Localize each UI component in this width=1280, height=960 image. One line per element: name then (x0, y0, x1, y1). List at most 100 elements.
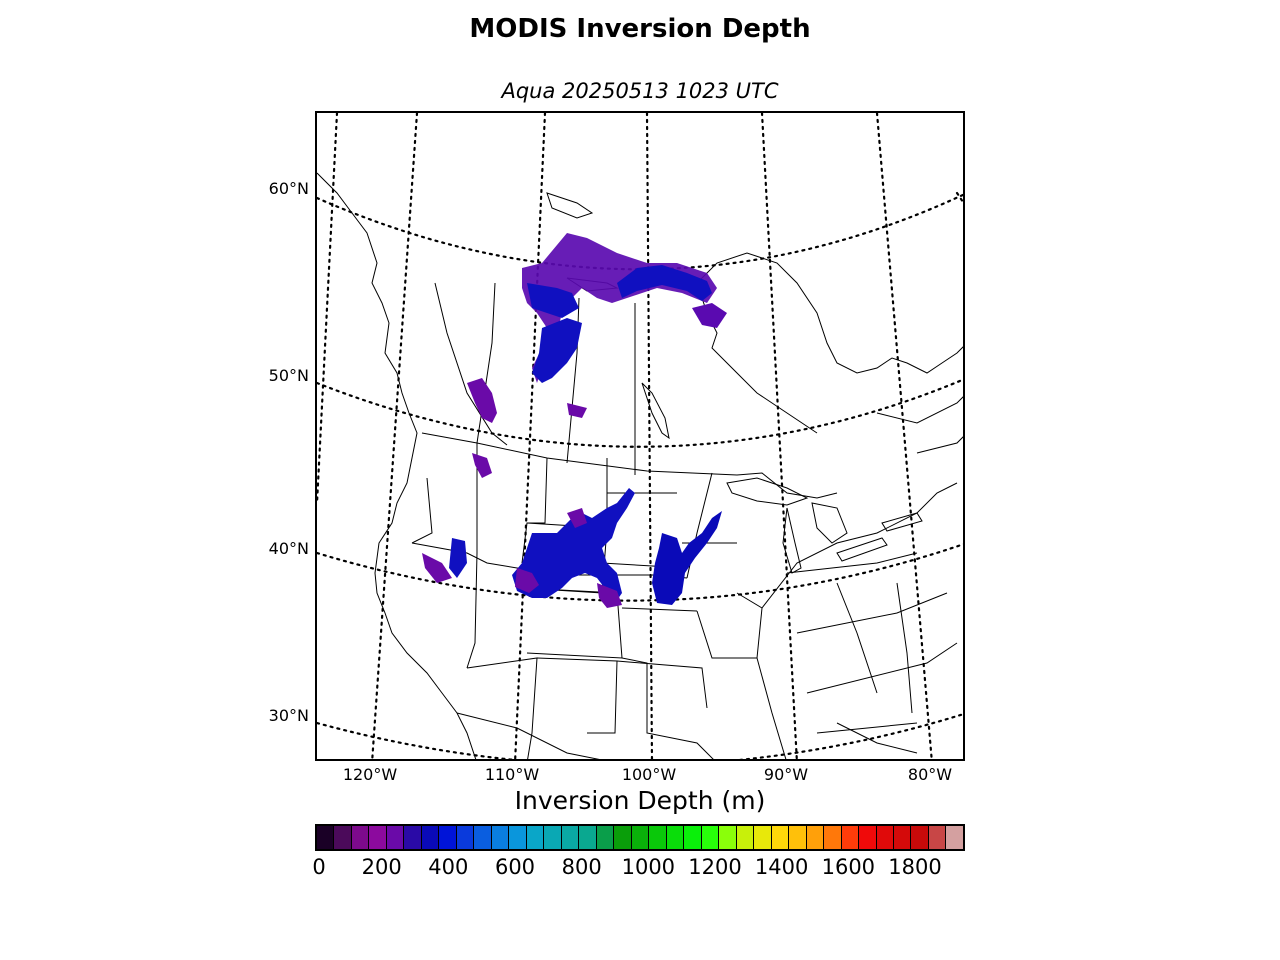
colorbar-swatch (421, 826, 440, 849)
data-patch-kansas (652, 511, 722, 605)
bc-alberta-border (434, 282, 508, 446)
lat-label-40: 40°N (268, 539, 309, 558)
colorbar-swatch (491, 826, 510, 849)
data-patch-north-blue (527, 283, 579, 318)
colorbar-tick-label: 0 (312, 855, 326, 879)
graticule-lon-100 (645, 113, 654, 759)
colorbar-tick-label: 200 (361, 855, 402, 879)
lake-erie (836, 537, 888, 562)
great-slave-lake (546, 192, 594, 219)
sask-manitoba-border (566, 297, 580, 464)
colorbar-swatch (754, 826, 772, 849)
colorbar-swatch (561, 826, 580, 849)
colorbar-swatch (771, 826, 790, 849)
data-patch-manitoba-east (692, 303, 727, 328)
colorbar-swatch (859, 826, 877, 849)
graticule-lat-40 (317, 543, 963, 602)
inversion-data (422, 233, 727, 608)
colorbar-swatch (684, 826, 702, 849)
data-patch-idaho (472, 453, 492, 478)
colorbar-swatch (789, 826, 807, 849)
data-patch-nevada-blue (449, 538, 467, 578)
missouri-border (696, 592, 763, 659)
data-patch-colorado (512, 488, 635, 603)
colorbar-tick-label: 800 (561, 855, 602, 879)
data-patch-alberta (467, 378, 497, 423)
lake-michigan (782, 507, 802, 574)
colorbar-tick-label: 1400 (754, 855, 809, 879)
colorbar-swatch (946, 826, 963, 849)
colorbar-swatch (701, 826, 720, 849)
colorbar-tick-label: 1200 (688, 855, 742, 879)
montana-border (521, 457, 548, 564)
colorbar-swatch (596, 826, 615, 849)
lon-label-100: 100°W (621, 765, 677, 784)
colorbar-tick-label: 1800 (888, 855, 942, 879)
graticule-lat-30 (317, 713, 963, 759)
canada-us-border (421, 432, 838, 499)
colorbar-tick-label: 1600 (821, 855, 876, 879)
colorbar-swatch (439, 826, 457, 849)
colorbar-label: Inversion Depth (m) (514, 786, 766, 815)
lon-label-110: 110°W (484, 765, 540, 784)
us-state-lines-north (411, 477, 433, 544)
lake-ontario (881, 512, 923, 532)
lon-label-90: 90°W (763, 765, 809, 784)
colorbar-swatch (649, 826, 667, 849)
quebec-coast (876, 396, 963, 454)
colorado-border (521, 587, 623, 659)
colorbar-swatch (928, 826, 947, 849)
colorbar-swatch (404, 826, 422, 849)
colorbar-swatch (509, 826, 527, 849)
lat-label-30: 30°N (268, 706, 309, 725)
colorbar-swatch (526, 826, 545, 849)
lat-label-50: 50°N (268, 366, 309, 385)
data-patch-north-sask-blue (532, 318, 582, 383)
lon-label-80: 80°W (907, 765, 953, 784)
new-mexico-border (536, 657, 618, 734)
hudson-bay-coast (696, 252, 963, 374)
colorbar-swatch (544, 826, 562, 849)
graticule-lat-50 (317, 378, 963, 448)
lake-winnipeg (641, 382, 670, 440)
colorbar-swatch (579, 826, 597, 849)
pacific-coastline (317, 172, 477, 759)
lat-label-60: 60°N (268, 179, 309, 198)
mexico-border-east (456, 712, 600, 759)
colorbar-swatch (876, 826, 894, 849)
colorbar-swatch (841, 826, 860, 849)
colorbar-swatch (911, 826, 929, 849)
colorbar-swatch (736, 826, 755, 849)
colorbar-tick-label: 400 (428, 855, 469, 879)
mississippi-valley (756, 657, 787, 759)
colorbar-tick-label: 1000 (621, 855, 676, 879)
data-patch-sask-south (567, 403, 587, 418)
data-patch-manitoba-blue (617, 265, 712, 301)
lake-superior (726, 477, 809, 506)
eastern-states (761, 482, 958, 734)
chart-subtitle: Aqua 20250513 1023 UTC (501, 79, 779, 103)
colorbar-swatch (719, 826, 737, 849)
colorbar-swatch (806, 826, 825, 849)
colorbar-swatch (893, 826, 912, 849)
colorbar-swatch (666, 826, 685, 849)
data-patch-wyoming-north (567, 508, 587, 528)
appalachian-lines (836, 582, 913, 714)
colorbar-swatch (824, 826, 842, 849)
texas-border (621, 657, 714, 759)
utah-nevada-border (466, 552, 478, 669)
colorbar-swatch (334, 826, 352, 849)
graticule-lon-120 (371, 113, 419, 759)
chart-title: MODIS Inversion Depth (469, 14, 811, 44)
graticule (317, 113, 963, 759)
colorbar (315, 824, 965, 851)
map-svg (317, 113, 963, 759)
graticule-lon-70 (955, 191, 963, 204)
graticule-lon-90 (760, 113, 798, 759)
data-patch-nevada (422, 553, 452, 583)
graticule-lat-60 (317, 193, 963, 271)
colorbar-tick-label: 600 (494, 855, 536, 879)
lon-label-120: 120°W (342, 765, 398, 784)
colorbar-swatch (456, 826, 475, 849)
data-patch-colorado-purple (515, 568, 539, 593)
